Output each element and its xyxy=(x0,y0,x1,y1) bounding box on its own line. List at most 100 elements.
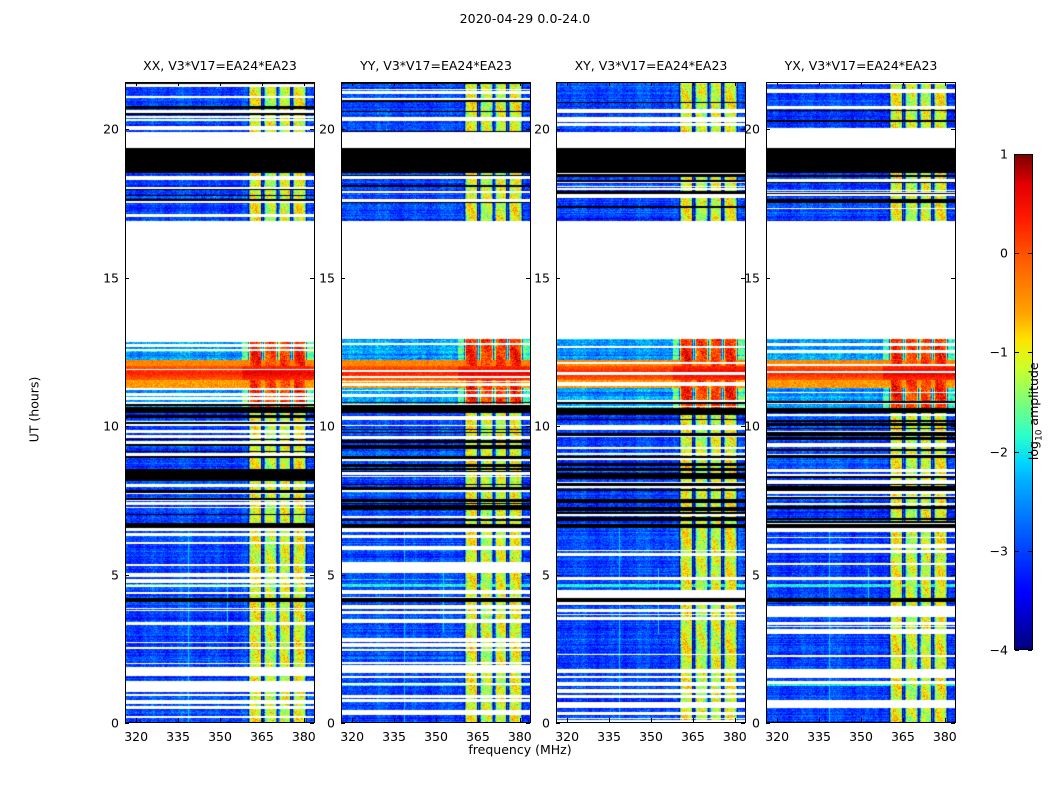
y-tick-mark xyxy=(766,574,770,576)
y-tick-label: 10 xyxy=(319,418,335,434)
panel-title-yy: YY, V3*V17=EA24*EA23 xyxy=(360,58,512,73)
colorbar-tick-mark xyxy=(1015,451,1019,453)
y-tick-label: 0 xyxy=(542,715,550,731)
x-tick-mark xyxy=(777,718,779,722)
y-tick-mark xyxy=(556,277,560,279)
y-tick-mark xyxy=(341,129,345,131)
y-tick-mark xyxy=(741,574,745,576)
x-tick-label: 365 xyxy=(465,729,490,744)
y-tick-mark xyxy=(310,129,314,131)
colorbar-tick-mark xyxy=(1028,650,1032,651)
figure-title: 2020-04-29 0.0-24.0 xyxy=(459,11,591,26)
x-tick-mark xyxy=(692,82,694,86)
x-tick-label: 320 xyxy=(555,729,580,744)
x-tick-mark xyxy=(261,718,263,722)
colorbar-tick-label: −4 xyxy=(989,642,1008,658)
y-tick-mark xyxy=(125,129,129,131)
y-tick-mark xyxy=(766,277,770,279)
x-tick-mark xyxy=(777,82,779,86)
y-tick-label: 10 xyxy=(103,418,119,434)
x-tick-mark xyxy=(436,718,437,722)
x-tick-mark xyxy=(651,82,652,86)
x-axis-label: frequency (MHz) xyxy=(468,742,572,757)
colorbar-tick-mark xyxy=(1015,154,1019,155)
y-tick-mark xyxy=(526,723,530,724)
x-tick-mark xyxy=(734,718,736,722)
x-tick-mark xyxy=(136,718,138,722)
spectrogram-panel-xx[interactable] xyxy=(125,82,315,723)
x-tick-mark xyxy=(651,718,652,722)
x-tick-mark xyxy=(944,82,946,86)
spectrogram-panel-yx[interactable] xyxy=(766,82,956,723)
x-tick-label: 350 xyxy=(424,729,448,744)
y-tick-mark xyxy=(310,426,314,428)
x-tick-mark xyxy=(567,82,569,86)
y-tick-mark xyxy=(951,277,955,279)
y-tick-label: 15 xyxy=(744,270,760,286)
y-tick-mark xyxy=(526,574,530,576)
y-tick-mark xyxy=(556,426,560,428)
y-tick-mark xyxy=(741,129,745,131)
colorbar-tick-label: −2 xyxy=(989,444,1008,460)
y-tick-mark xyxy=(526,426,530,428)
y-tick-label: 0 xyxy=(327,715,335,731)
y-tick-mark xyxy=(556,129,560,131)
y-tick-mark xyxy=(341,277,345,279)
x-tick-mark xyxy=(352,82,354,86)
y-tick-label: 10 xyxy=(744,418,760,434)
y-tick-mark xyxy=(310,277,314,279)
y-tick-mark xyxy=(310,723,314,724)
x-tick-mark xyxy=(902,718,904,722)
y-axis-label: UT (hours) xyxy=(26,376,42,443)
y-tick-mark xyxy=(556,574,560,576)
y-tick-mark xyxy=(125,277,129,279)
x-tick-label: 380 xyxy=(932,729,957,744)
colorbar-tick-mark xyxy=(1028,451,1032,453)
spectrogram-panel-xy[interactable] xyxy=(556,82,746,723)
y-tick-label: 15 xyxy=(319,270,335,286)
x-tick-label: 365 xyxy=(249,729,274,744)
x-tick-mark xyxy=(220,82,221,86)
y-tick-mark xyxy=(526,277,530,279)
x-tick-label: 365 xyxy=(680,729,705,744)
colorbar-tick-mark xyxy=(1028,550,1032,552)
y-tick-mark xyxy=(125,723,129,724)
y-tick-mark xyxy=(741,723,745,724)
y-tick-label: 5 xyxy=(111,567,119,583)
y-tick-mark xyxy=(766,723,770,724)
y-tick-mark xyxy=(125,574,129,576)
x-tick-mark xyxy=(692,718,694,722)
y-tick-label: 5 xyxy=(542,567,550,583)
y-tick-label: 20 xyxy=(534,121,550,137)
spectrogram-panel-yy[interactable] xyxy=(341,82,531,723)
x-tick-mark xyxy=(352,718,354,722)
x-tick-mark xyxy=(944,718,946,722)
x-tick-mark xyxy=(178,718,180,722)
x-tick-mark xyxy=(394,82,396,86)
y-tick-mark xyxy=(341,574,345,576)
x-tick-mark xyxy=(734,82,736,86)
x-tick-mark xyxy=(261,82,263,86)
x-tick-mark xyxy=(178,82,180,86)
x-tick-label: 335 xyxy=(166,729,190,744)
colorbar-title: log10 amplitude xyxy=(1025,362,1045,461)
x-tick-label: 365 xyxy=(890,729,915,744)
y-tick-mark xyxy=(766,426,770,428)
y-tick-mark xyxy=(766,129,770,131)
x-tick-label: 320 xyxy=(765,729,790,744)
x-tick-mark xyxy=(303,718,305,722)
panel-title-xx: XX, V3*V17=EA24*EA23 xyxy=(143,58,297,73)
y-tick-label: 15 xyxy=(534,270,550,286)
y-tick-label: 0 xyxy=(111,715,119,731)
colorbar[interactable] xyxy=(1014,154,1033,650)
x-tick-mark xyxy=(609,82,611,86)
x-tick-mark xyxy=(436,82,437,86)
x-tick-mark xyxy=(220,718,221,722)
y-tick-mark xyxy=(341,723,345,724)
y-tick-label: 10 xyxy=(534,418,550,434)
colorbar-tick-label: −1 xyxy=(989,344,1008,360)
y-tick-mark xyxy=(341,426,345,428)
y-tick-mark xyxy=(951,723,955,724)
y-tick-mark xyxy=(951,574,955,576)
x-tick-mark xyxy=(819,82,821,86)
